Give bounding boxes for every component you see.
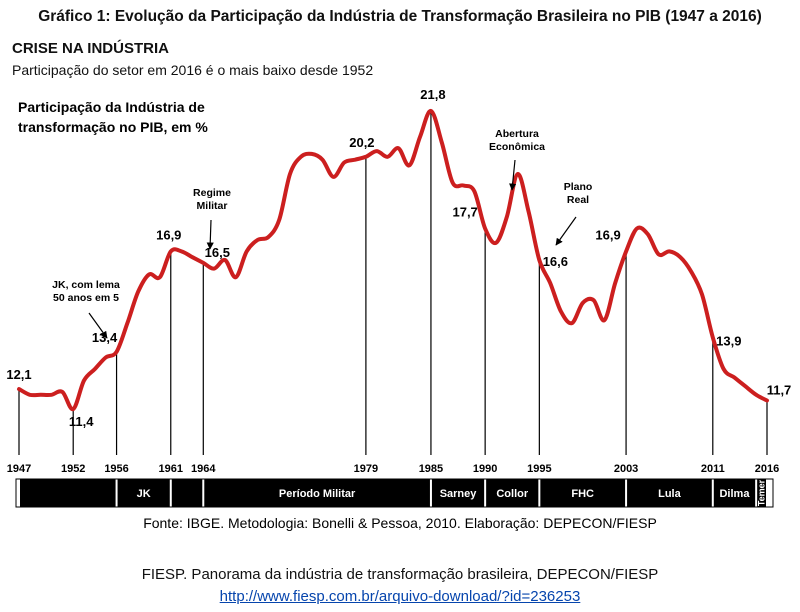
period-bar-0 [20,479,116,507]
period-bar-5 [486,479,539,507]
year-tick-label-2003: 2003 [614,463,638,475]
annotation-3-line-1: Real [567,194,589,206]
period-label-6: FHC [571,488,594,500]
year-tick-label-1947: 1947 [7,463,31,475]
year-tick-label-1952: 1952 [61,463,85,475]
year-tick-label-2011: 2011 [701,463,725,475]
value-label-2011: 13,9 [716,333,741,348]
source-link[interactable]: http://www.fiesp.com.br/arquivo-download… [219,588,581,605]
value-label-2016: 11,7 [767,383,792,398]
chart-title: CRISE NA INDÚSTRIA [12,40,169,57]
period-bar-8 [713,479,756,507]
chart-subtitle: Participação do setor em 2016 é o mais b… [12,62,374,78]
value-label-1952: 11,4 [69,414,94,429]
value-label-1985: 21,8 [420,87,445,102]
annotation-0-line-0: JK, com lema [52,279,120,291]
year-tick-label-1979: 1979 [354,463,378,475]
y-axis-label-line-1: Participação da Indústria de [18,99,205,115]
annotation-arrow-0 [88,312,108,339]
period-bar-6 [540,479,626,507]
line-chart: Participação da Indústria de transformaç… [6,87,792,531]
annotation-2-line-1: Econômica [489,141,545,153]
figure-title: Gráfico 1: Evolução da Participação da I… [38,8,762,25]
period-label-4: Sarney [440,488,478,500]
value-label-1964: 16,5 [205,245,230,260]
period-bar-4 [431,479,485,507]
value-label-1995: 16,6 [543,254,568,269]
period-label-1: JK [137,488,151,500]
annotation-arrow-2 [509,159,517,191]
annotation-1-line-1: Militar [197,200,228,212]
period-label-3: Período Militar [279,488,356,500]
y-axis-label-line-2: transformação no PIB, em % [18,119,208,135]
series-line [17,108,769,412]
period-bar-9 [757,479,766,507]
value-label-2003: 16,9 [595,227,620,242]
value-label-1947: 12,1 [6,367,31,382]
value-label-1956: 13,4 [92,330,118,345]
period-bar-1 [117,479,170,507]
year-tick-label-1995: 1995 [527,463,551,475]
period-label-7: Lula [658,488,681,500]
value-label-1979: 20,2 [349,135,374,150]
period-label-9: Temer [757,479,767,506]
period-label-8: Dilma [719,488,750,500]
period-bar-3 [204,479,430,507]
year-tick-label-1990: 1990 [473,463,497,475]
period-bar-2 [171,479,203,507]
annotation-arrow-1 [206,219,214,250]
period-band-frame [15,478,774,508]
value-label-1990: 17,7 [452,204,477,219]
annotation-arrow-3 [555,216,577,246]
period-bar-7 [627,479,712,507]
year-tick-label-1956: 1956 [104,463,128,475]
figure-caption: FIESP. Panorama da indústria de transfor… [141,566,659,583]
year-tick-label-2016: 2016 [755,463,779,475]
annotation-1-line-0: Regime [193,187,231,199]
period-label-5: Collor [496,488,528,500]
annotation-3-line-0: Plano [564,181,593,193]
year-tick-label-1985: 1985 [419,463,443,475]
y-axis-label: Participação da Indústria de transformaç… [18,99,208,135]
source-note: Fonte: IBGE. Metodologia: Bonelli & Pess… [143,515,657,531]
year-tick-label-1964: 1964 [191,463,216,475]
annotation-2-line-0: Abertura [495,128,539,140]
value-label-1961: 16,9 [156,227,181,242]
annotation-0-line-1: 50 anos em 5 [53,292,119,304]
year-tick-label-1961: 1961 [159,463,183,475]
